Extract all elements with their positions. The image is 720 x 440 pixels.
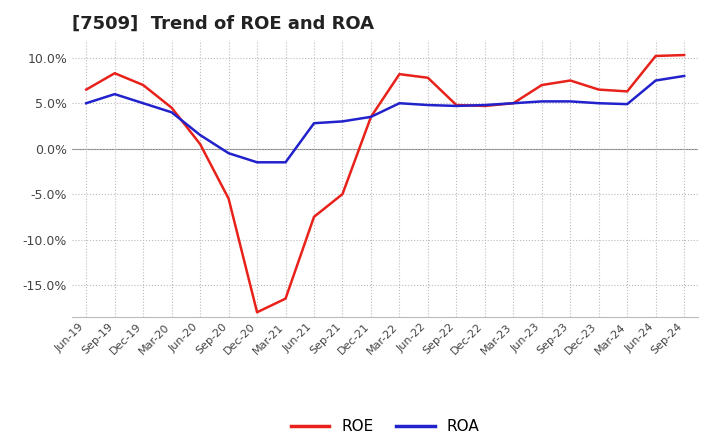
- ROE: [595, 87, 603, 92]
- ROA: [338, 119, 347, 124]
- Line: ROE: ROE: [86, 55, 684, 312]
- ROE: [196, 142, 204, 147]
- ROA: [566, 99, 575, 104]
- ROE: [282, 296, 290, 301]
- ROE: [139, 82, 148, 88]
- ROA: [595, 101, 603, 106]
- ROA: [282, 160, 290, 165]
- ROA: [253, 160, 261, 165]
- ROA: [139, 101, 148, 106]
- ROE: [225, 196, 233, 201]
- ROE: [395, 71, 404, 77]
- ROA: [225, 150, 233, 156]
- ROE: [480, 103, 489, 109]
- ROE: [167, 105, 176, 110]
- ROA: [423, 103, 432, 108]
- ROA: [480, 103, 489, 108]
- ROE: [566, 78, 575, 83]
- ROE: [110, 70, 119, 76]
- ROA: [366, 114, 375, 120]
- ROA: [452, 103, 461, 109]
- ROE: [452, 103, 461, 108]
- ROE: [82, 87, 91, 92]
- ROA: [196, 132, 204, 138]
- ROA: [680, 73, 688, 79]
- ROE: [680, 52, 688, 58]
- ROE: [623, 89, 631, 94]
- ROE: [652, 53, 660, 59]
- ROA: [395, 101, 404, 106]
- Legend: ROE, ROA: ROE, ROA: [284, 413, 486, 440]
- ROE: [310, 214, 318, 220]
- ROA: [509, 101, 518, 106]
- Text: [7509]  Trend of ROE and ROA: [7509] Trend of ROE and ROA: [72, 15, 374, 33]
- ROA: [110, 92, 119, 97]
- ROA: [82, 101, 91, 106]
- ROE: [338, 191, 347, 197]
- ROA: [652, 78, 660, 83]
- ROA: [167, 110, 176, 115]
- ROE: [509, 101, 518, 106]
- ROE: [423, 75, 432, 81]
- ROE: [366, 114, 375, 120]
- ROE: [253, 310, 261, 315]
- ROA: [537, 99, 546, 104]
- Line: ROA: ROA: [86, 76, 684, 162]
- ROA: [310, 121, 318, 126]
- ROE: [537, 82, 546, 88]
- ROA: [623, 102, 631, 107]
